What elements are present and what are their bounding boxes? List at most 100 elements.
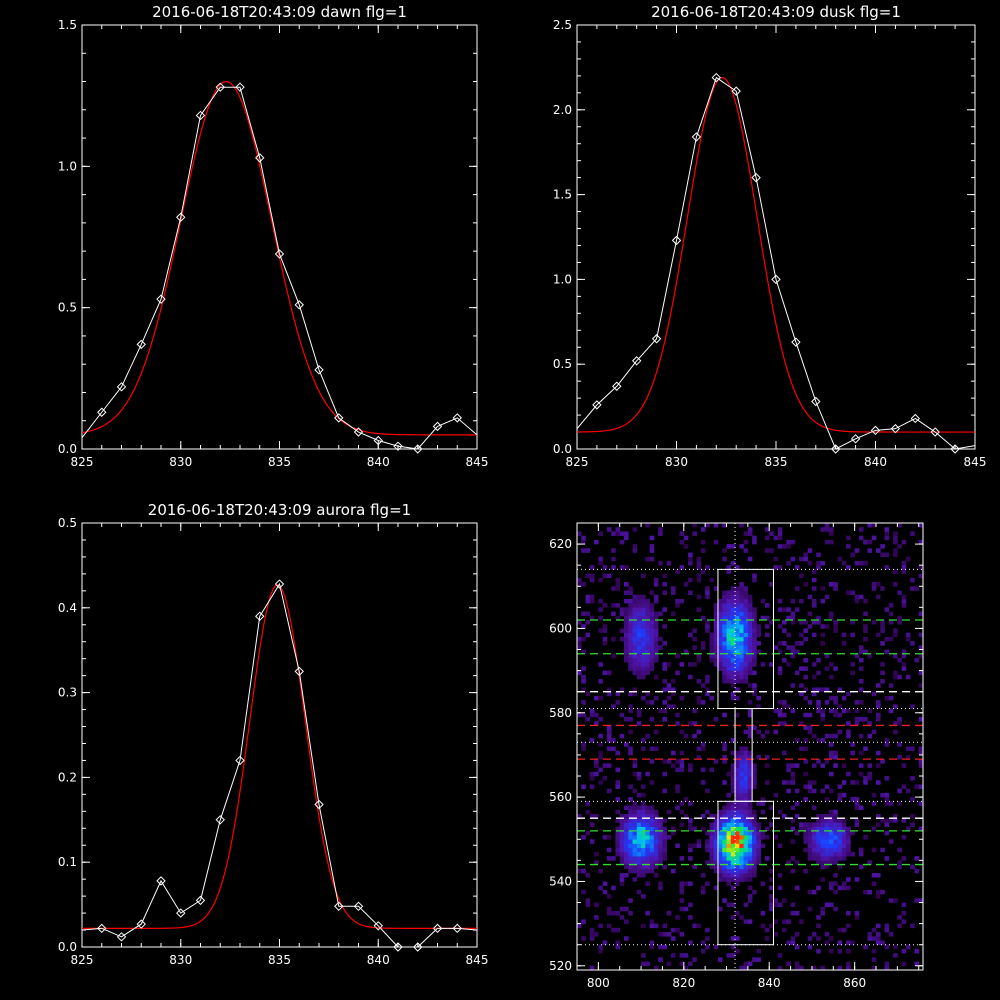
data-point (294, 300, 304, 310)
heatmap-cell (700, 539, 706, 545)
heatmap-cell (816, 948, 821, 954)
heatmap-cell (641, 670, 646, 676)
heatmap-cell (735, 754, 740, 760)
heatmap-cell (901, 539, 907, 545)
heatmap-cell (598, 780, 603, 785)
heatmap-cell (803, 695, 808, 701)
heatmap-cell (829, 856, 834, 861)
heatmap-cell (769, 662, 774, 667)
heatmap-cell (730, 607, 736, 612)
heatmap-cell (632, 657, 638, 663)
heatmap-cell (884, 801, 890, 806)
heatmap-cell (598, 577, 603, 583)
heatmap-cell (632, 628, 638, 633)
heatmap-cell (739, 826, 744, 832)
heatmap-cell (594, 860, 599, 865)
heatmap-cell (641, 603, 646, 608)
heatmap-cell (653, 864, 659, 870)
heatmap-cell (739, 679, 744, 684)
heatmap-cell (786, 919, 791, 924)
heatmap-cell (747, 594, 753, 600)
heatmap-cell (717, 615, 723, 621)
heatmap-cell (726, 847, 732, 853)
heatmap-cell (739, 662, 744, 667)
heatmap-cell (628, 898, 633, 903)
heatmap-cell (786, 860, 791, 865)
heatmap-cell (623, 822, 629, 827)
heatmap-cell (752, 776, 757, 781)
data-point (811, 396, 821, 407)
heatmap-cell (722, 839, 727, 844)
heatmap-cell (756, 835, 761, 840)
heatmap-cell (615, 527, 621, 532)
heatmap-cell (747, 822, 753, 827)
heatmap-cell (773, 835, 779, 840)
heatmap-cell (743, 919, 749, 924)
heatmap-cell (764, 763, 770, 768)
heatmap-cell (649, 759, 655, 764)
heatmap-cell (632, 598, 638, 604)
heatmap-cell (653, 965, 659, 971)
heatmap-cell (918, 683, 924, 688)
heatmap-cell (606, 691, 612, 697)
heatmap-cell (700, 641, 706, 646)
heatmap-cell (713, 628, 719, 633)
heatmap-cell (730, 598, 736, 604)
heatmap-cell (700, 813, 706, 819)
heatmap-cell (752, 957, 757, 962)
heatmap-cell (645, 851, 650, 857)
heatmap-cell (743, 847, 749, 853)
heatmap-cell (722, 594, 727, 600)
heatmap-cell (782, 919, 787, 924)
heatmap-cell (820, 712, 826, 718)
heatmap-cell (846, 940, 851, 945)
heatmap-cell (717, 662, 723, 667)
heatmap-cell (739, 759, 744, 764)
heatmap-cell (747, 809, 753, 815)
heatmap-cell (662, 944, 667, 950)
heatmap-cell (615, 927, 621, 933)
heatmap-cell (799, 619, 804, 625)
heatmap-cell (807, 624, 813, 629)
heatmap-cell (632, 670, 638, 676)
heatmap-cell (700, 742, 706, 747)
heatmap-cell (726, 801, 732, 806)
heatmap-cell (615, 784, 621, 789)
heatmap-cell (628, 835, 633, 840)
heatmap-cell (611, 548, 616, 553)
heatmap-cell (811, 847, 817, 853)
heatmap-cell (730, 856, 736, 861)
heatmap-cell (782, 619, 787, 625)
heatmap-cell (764, 624, 770, 629)
heatmap-cell (636, 856, 642, 861)
heatmap-cell (893, 531, 898, 536)
heatmap-cell (662, 788, 667, 794)
heatmap-cell (730, 657, 736, 663)
heatmap-cell (628, 818, 633, 823)
heatmap-cell (645, 818, 650, 823)
heatmap-cell (589, 565, 595, 570)
heatmap-cell (841, 763, 847, 768)
heatmap-cell (820, 813, 826, 819)
heatmap-cell (679, 662, 685, 667)
heatmap-cell (816, 856, 821, 861)
heatmap-cell (615, 843, 621, 849)
heatmap-cell (807, 936, 813, 941)
heatmap-cell (662, 582, 667, 587)
heatmap-cell (653, 582, 659, 587)
heatmap-cell (816, 843, 821, 849)
heatmap-cell (807, 784, 813, 789)
heatmap-cell (688, 721, 693, 726)
heatmap-cell (833, 754, 838, 760)
heatmap-cell (888, 708, 894, 714)
heatmap-cell (585, 801, 591, 806)
heatmap-cell (824, 594, 830, 600)
heatmap-cell (743, 666, 749, 671)
heatmap-cell (884, 830, 890, 836)
heatmap-cell (666, 910, 672, 916)
heatmap-cell (594, 902, 599, 908)
heatmap-cell (713, 611, 719, 617)
heatmap-cell (662, 847, 667, 853)
heatmap-cell (628, 619, 633, 625)
heatmap-cell (645, 657, 650, 663)
